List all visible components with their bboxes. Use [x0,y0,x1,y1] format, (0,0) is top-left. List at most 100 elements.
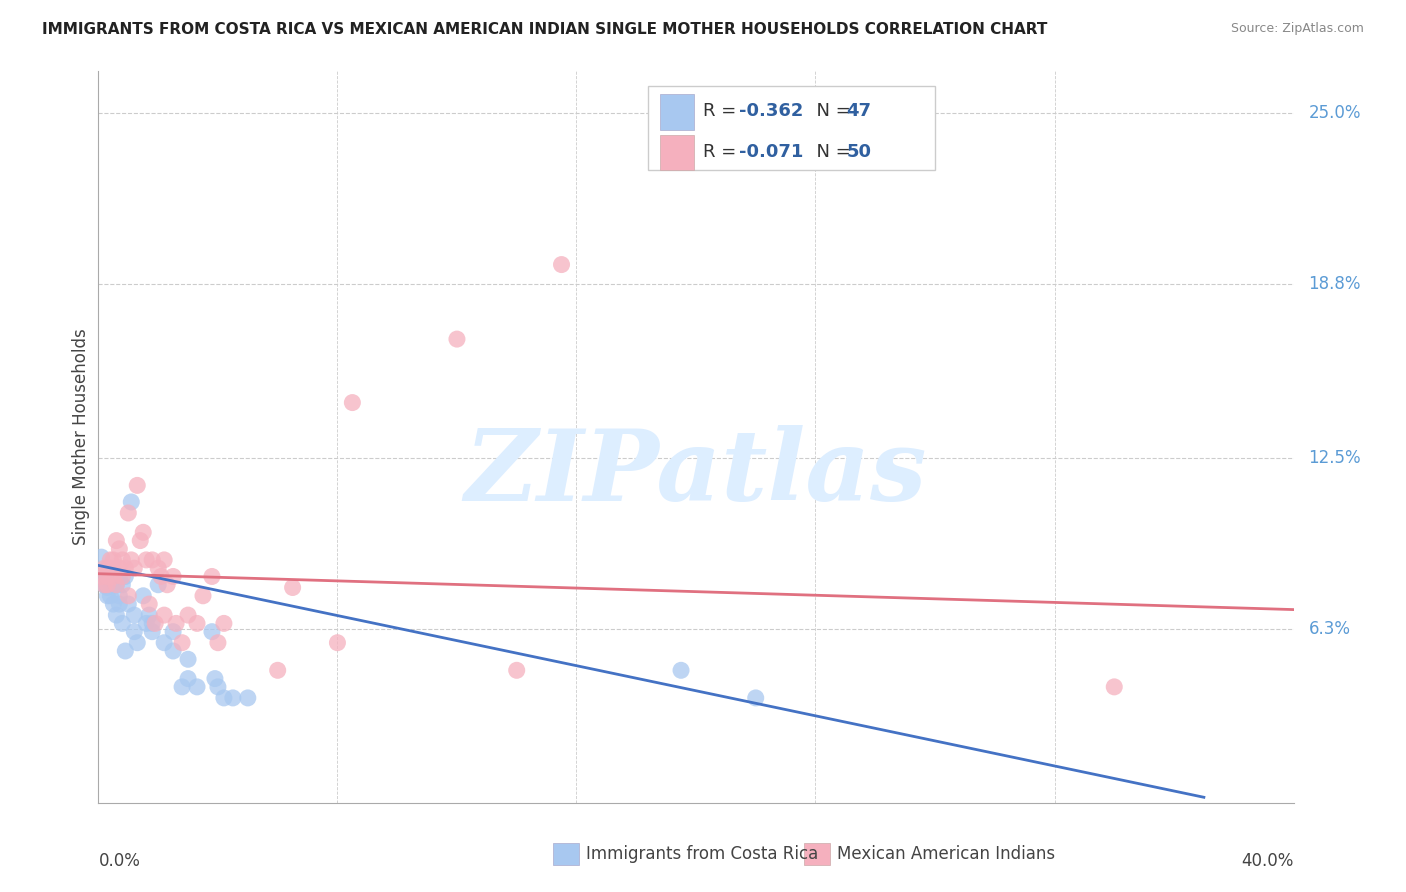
Point [103,553,125,567]
Point [103,569,125,583]
FancyBboxPatch shape [804,843,830,865]
Point [108,561,131,575]
Point [127,478,149,492]
Point [108,541,131,556]
Point [177,672,200,686]
FancyBboxPatch shape [661,135,693,169]
Point [212,616,235,631]
Point [108,569,131,583]
Text: 12.5%: 12.5% [1309,449,1361,467]
FancyBboxPatch shape [553,843,579,865]
Text: -0.362: -0.362 [740,103,803,120]
Point [96,589,118,603]
Text: 18.8%: 18.8% [1309,275,1361,293]
Point [103,578,125,592]
Point [117,597,139,611]
Point [201,569,224,583]
Point [124,561,146,575]
Text: N =: N = [804,143,856,161]
Point [129,533,152,548]
Point [342,395,364,409]
Point [212,690,235,705]
Point [153,636,176,650]
Point [191,589,214,603]
Text: -0.071: -0.071 [740,143,803,161]
Point [138,608,160,623]
Point [669,663,692,677]
Point [105,533,128,548]
Text: 50: 50 [846,143,872,161]
Point [135,553,157,567]
Point [148,561,170,575]
Point [98,578,122,592]
Point [550,258,572,272]
Point [177,608,200,623]
Point [177,652,200,666]
Point [98,561,122,575]
Point [108,597,131,611]
Text: 25.0%: 25.0% [1309,103,1361,122]
Point [96,561,118,575]
Point [96,569,118,583]
Point [96,569,118,583]
Point [93,578,115,592]
Y-axis label: Single Mother Households: Single Mother Households [72,329,90,545]
Point [105,608,128,623]
Point [98,553,122,567]
Text: 40.0%: 40.0% [1241,853,1294,871]
Point [186,616,208,631]
Point [114,561,136,575]
Text: Mexican American Indians: Mexican American Indians [837,845,1054,863]
Text: 47: 47 [846,103,872,120]
Point [132,589,155,603]
Point [745,690,768,705]
Point [105,578,128,592]
Point [201,624,224,639]
Point [93,578,115,592]
Point [111,616,134,631]
Point [281,581,304,595]
Point [141,553,163,567]
Point [141,624,163,639]
Point [148,578,170,592]
Point [267,663,290,677]
Point [96,578,118,592]
Point [127,636,149,650]
Point [153,608,176,623]
Point [236,690,259,705]
Point [111,553,134,567]
Point [172,680,194,694]
Text: Immigrants from Costa Rica: Immigrants from Costa Rica [586,845,818,863]
Point [98,569,122,583]
Point [90,569,112,583]
Point [124,608,146,623]
Text: IMMIGRANTS FROM COSTA RICA VS MEXICAN AMERICAN INDIAN SINGLE MOTHER HOUSEHOLDS C: IMMIGRANTS FROM COSTA RICA VS MEXICAN AM… [42,22,1047,37]
Point [103,597,125,611]
Point [114,644,136,658]
Point [156,578,179,592]
Point [153,553,176,567]
Point [93,561,115,575]
Point [172,636,194,650]
Point [506,663,529,677]
FancyBboxPatch shape [661,95,693,129]
Point [141,616,163,631]
Point [120,495,142,509]
Point [124,624,146,639]
Point [135,616,157,631]
Point [105,578,128,592]
Text: Source: ZipAtlas.com: Source: ZipAtlas.com [1230,22,1364,36]
Point [98,589,122,603]
Point [207,636,229,650]
Text: R =: R = [703,143,742,161]
Point [96,581,118,595]
Text: 6.3%: 6.3% [1309,620,1350,638]
Text: N =: N = [804,103,856,120]
Point [162,624,184,639]
Point [143,616,166,631]
Point [150,569,173,583]
Text: R =: R = [703,103,742,120]
Point [111,578,134,592]
Point [446,332,468,346]
Point [114,569,136,583]
